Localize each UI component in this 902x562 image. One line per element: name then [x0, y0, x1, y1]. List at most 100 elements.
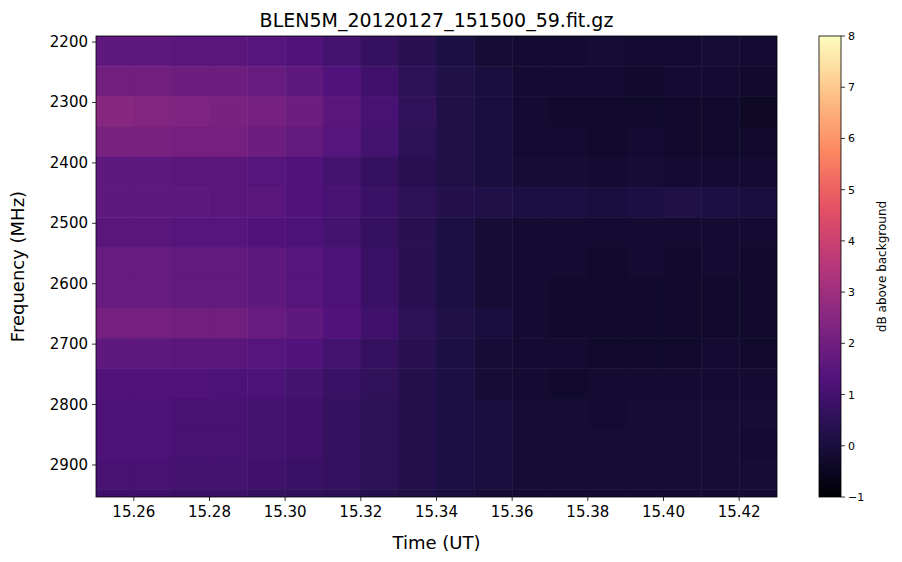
- cell: [210, 127, 248, 158]
- colorbar-tick-label: −1: [848, 491, 864, 504]
- x-label: Time (UT): [392, 532, 481, 553]
- cell: [474, 247, 512, 278]
- cell: [247, 368, 285, 399]
- cell: [361, 36, 399, 67]
- cell: [739, 368, 777, 399]
- cell: [664, 66, 702, 97]
- cell: [323, 429, 361, 460]
- cell: [626, 338, 664, 369]
- cell: [399, 368, 437, 399]
- cell: [701, 66, 739, 97]
- colorbar-tick: [841, 87, 845, 88]
- cell: [739, 157, 777, 188]
- cell: [323, 399, 361, 430]
- cell: [701, 127, 739, 158]
- cell: [247, 127, 285, 158]
- cell: [210, 338, 248, 369]
- x-tick-label: 15.32: [339, 503, 382, 521]
- cell: [399, 278, 437, 309]
- cell: [399, 459, 437, 490]
- cell: [739, 127, 777, 158]
- cell: [399, 399, 437, 430]
- cell: [437, 278, 475, 309]
- cell: [701, 187, 739, 218]
- x-tick-label: 15.38: [566, 503, 609, 521]
- x-tick: [512, 497, 513, 501]
- cell: [739, 187, 777, 218]
- cell: [550, 489, 588, 497]
- chart: 15.2615.2815.3015.3215.3415.3615.3815.40…: [0, 0, 902, 562]
- cell: [361, 459, 399, 490]
- cell: [474, 459, 512, 490]
- cell: [588, 127, 626, 158]
- cell: [437, 96, 475, 127]
- cell: [437, 338, 475, 369]
- cell: [361, 338, 399, 369]
- cell: [664, 247, 702, 278]
- cell: [285, 489, 323, 497]
- cell: [664, 157, 702, 188]
- cell: [285, 66, 323, 97]
- cell: [588, 489, 626, 497]
- cell: [134, 429, 172, 460]
- cell: [285, 368, 323, 399]
- x-tick-label: 15.28: [188, 503, 231, 521]
- cell: [210, 157, 248, 188]
- cell: [285, 157, 323, 188]
- y-tick: [92, 42, 96, 43]
- cell: [210, 429, 248, 460]
- cell: [588, 96, 626, 127]
- cell: [96, 429, 134, 460]
- cell: [210, 308, 248, 339]
- cell: [474, 217, 512, 248]
- colorbar-tick: [841, 36, 845, 37]
- cell: [285, 217, 323, 248]
- cell: [664, 338, 702, 369]
- cell: [626, 247, 664, 278]
- y-tick: [92, 404, 96, 405]
- y-tick-label: 2600: [50, 275, 88, 293]
- cell: [550, 308, 588, 339]
- cell: [361, 278, 399, 309]
- cell: [399, 489, 437, 497]
- cell: [512, 247, 550, 278]
- cell: [437, 489, 475, 497]
- cell: [247, 429, 285, 460]
- cell: [588, 368, 626, 399]
- cell: [134, 489, 172, 497]
- cell: [664, 308, 702, 339]
- cell: [588, 308, 626, 339]
- cell: [664, 459, 702, 490]
- cell: [210, 247, 248, 278]
- cell: [739, 459, 777, 490]
- cell: [285, 429, 323, 460]
- y-tick: [92, 162, 96, 163]
- cell: [474, 127, 512, 158]
- cell: [626, 187, 664, 218]
- cell: [247, 217, 285, 248]
- cell: [626, 217, 664, 248]
- cell: [399, 157, 437, 188]
- cell: [134, 278, 172, 309]
- cell: [701, 429, 739, 460]
- cell: [626, 489, 664, 497]
- cell: [361, 429, 399, 460]
- x-tick: [360, 497, 361, 501]
- cell: [96, 399, 134, 430]
- cell: [134, 399, 172, 430]
- cell: [664, 36, 702, 67]
- cell: [172, 368, 210, 399]
- cell: [664, 278, 702, 309]
- cell: [247, 338, 285, 369]
- cell: [437, 308, 475, 339]
- x-tick: [133, 497, 134, 501]
- cell: [739, 36, 777, 67]
- cell: [134, 66, 172, 97]
- cell: [285, 338, 323, 369]
- cell: [512, 489, 550, 497]
- cell: [512, 217, 550, 248]
- cell: [323, 66, 361, 97]
- colorbar-tick: [841, 189, 845, 190]
- cell: [550, 368, 588, 399]
- colorbar-tick-label: 6: [848, 132, 855, 145]
